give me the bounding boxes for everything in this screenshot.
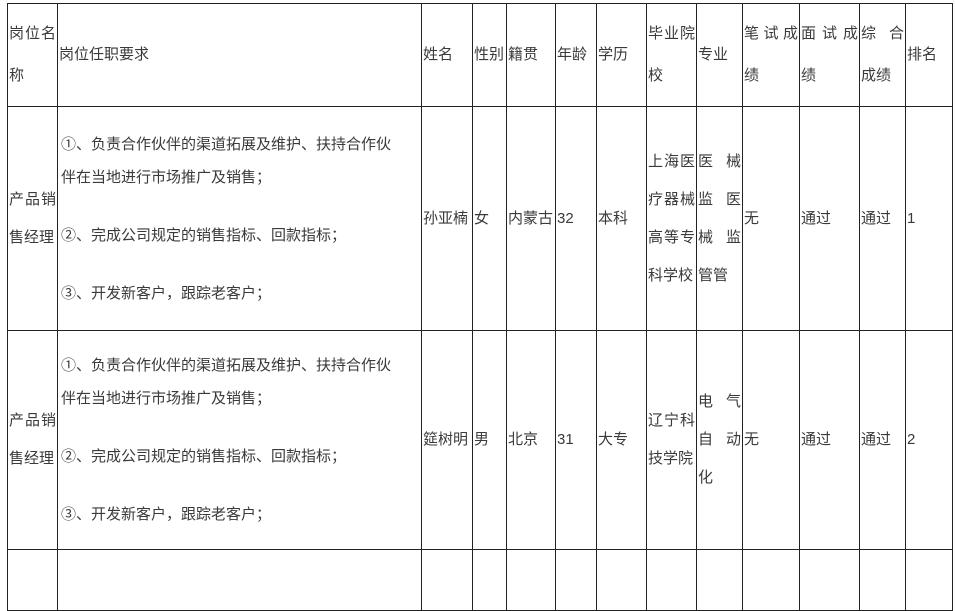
requirement-item: ①、负责合作伙伴的渠道拓展及维护、扶持合作伙伴在当地进行市场推广及销售；	[61, 135, 392, 186]
cell-written-score: 无	[742, 106, 800, 331]
requirement-item: ③、开发新客户，跟踪老客户；	[61, 284, 272, 302]
cell-overall-score: 通过	[859, 106, 906, 331]
cell-requirements	[57, 549, 422, 611]
cell-rank	[905, 549, 953, 611]
cell-age: 32	[555, 106, 597, 331]
header-interview-score: 面试成绩	[799, 3, 860, 107]
cell-position	[7, 549, 58, 611]
cell-education: 大专	[596, 330, 647, 550]
cell-position: 产品销售经理	[7, 106, 58, 331]
cell-interview-score	[799, 549, 860, 611]
cell-requirements: ①、负责合作伙伴的渠道拓展及维护、扶持合作伙伴在当地进行市场推广及销售； ②、完…	[57, 330, 422, 550]
table-row: 产品销售经理 ①、负责合作伙伴的渠道拓展及维护、扶持合作伙伴在当地进行市场推广及…	[7, 106, 953, 331]
cell-overall-score	[859, 549, 906, 611]
cell-major	[696, 549, 743, 611]
table-row: 产品销售经理 ①、负责合作伙伴的渠道拓展及维护、扶持合作伙伴在当地进行市场推广及…	[7, 330, 953, 550]
cell-gender	[472, 549, 507, 611]
cell-name	[421, 549, 473, 611]
requirement-item: ③、开发新客户，跟踪老客户；	[61, 506, 272, 523]
header-gender: 性别	[472, 3, 507, 107]
header-written-score: 笔试成绩	[742, 3, 800, 107]
cell-school: 辽宁科技学院	[646, 330, 697, 550]
cell-school: 上海医疗器械高等专科学校	[646, 106, 697, 331]
cell-native-place: 北京	[506, 330, 556, 550]
cell-interview-score: 通过	[799, 330, 860, 550]
header-education: 学历	[596, 3, 647, 107]
header-requirements: 岗位任职要求	[57, 3, 422, 107]
cell-interview-score: 通过	[799, 106, 860, 331]
cell-rank: 2	[905, 330, 953, 550]
cell-position: 产品销售经理	[7, 330, 58, 550]
header-school: 毕业院校	[646, 3, 697, 107]
cell-name: 筵树明	[421, 330, 473, 550]
header-age: 年龄	[555, 3, 597, 107]
cell-native-place	[506, 549, 556, 611]
requirement-item: ①、负责合作伙伴的渠道拓展及维护、扶持合作伙伴在当地进行市场推广及销售；	[61, 357, 392, 407]
cell-overall-score: 通过	[859, 330, 906, 550]
cell-major: 医械监医械监管管	[696, 106, 743, 331]
cell-requirements: ①、负责合作伙伴的渠道拓展及维护、扶持合作伙伴在当地进行市场推广及销售； ②、完…	[57, 106, 422, 331]
cell-native-place: 内蒙古	[506, 106, 556, 331]
cell-written-score: 无	[742, 330, 800, 550]
header-major: 专业	[696, 3, 743, 107]
cell-gender: 男	[472, 330, 507, 550]
cell-education: 本科	[596, 106, 647, 331]
header-name: 姓名	[421, 3, 473, 107]
header-overall-score: 综合成绩	[859, 3, 906, 107]
table-header-row: 岗位名称 岗位任职要求 姓名 性别 籍贯 年龄 学历 毕业院校 专业 笔试成绩 …	[7, 3, 953, 107]
cell-name: 孙亚楠	[421, 106, 473, 331]
cell-major: 电气自动化	[696, 330, 743, 550]
header-rank: 排名	[905, 3, 953, 107]
requirement-item: ②、完成公司规定的销售指标、回款指标；	[61, 226, 347, 244]
cell-written-score	[742, 549, 800, 611]
recruitment-results-table: 岗位名称 岗位任职要求 姓名 性别 籍贯 年龄 学历 毕业院校 专业 笔试成绩 …	[7, 3, 953, 611]
cell-school	[646, 549, 697, 611]
header-native-place: 籍贯	[506, 3, 556, 107]
cell-rank: 1	[905, 106, 953, 331]
cell-education	[596, 549, 647, 611]
cell-age	[555, 549, 597, 611]
cell-gender: 女	[472, 106, 507, 331]
table-row-clipped	[7, 549, 953, 611]
header-position: 岗位名称	[7, 3, 58, 107]
cell-age: 31	[555, 330, 597, 550]
requirement-item: ②、完成公司规定的销售指标、回款指标；	[61, 448, 347, 465]
